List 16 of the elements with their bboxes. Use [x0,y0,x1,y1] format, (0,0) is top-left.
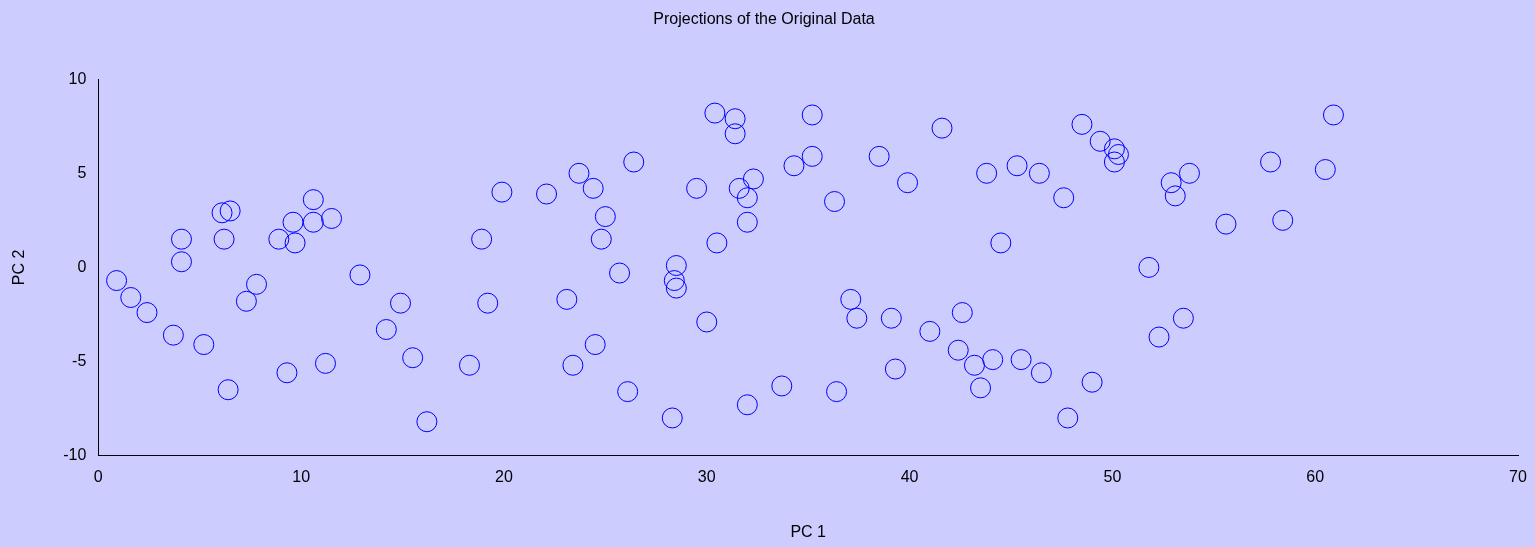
y-tick-label: 10 [68,69,87,87]
x-tick-label: 20 [495,467,513,485]
x-tick-label: 30 [697,467,716,485]
x-tick-label: 50 [1103,467,1122,485]
y-tick-label: -5 [72,351,87,369]
x-tick-label: 60 [1306,467,1325,485]
x-tick-label: 40 [900,467,919,485]
x-tick-label: 0 [93,467,103,485]
y-tick-label: 5 [77,163,87,181]
y-tick-label: -10 [63,446,87,464]
y-tick-label: 0 [77,257,87,275]
x-axis-title: PC 1 [790,522,827,540]
y-axis-title: PC 2 [10,249,28,286]
x-tick-label: 70 [1509,467,1527,485]
x-tick-label: 10 [292,467,311,485]
chart-title: Projections of the Original Data [653,10,875,28]
